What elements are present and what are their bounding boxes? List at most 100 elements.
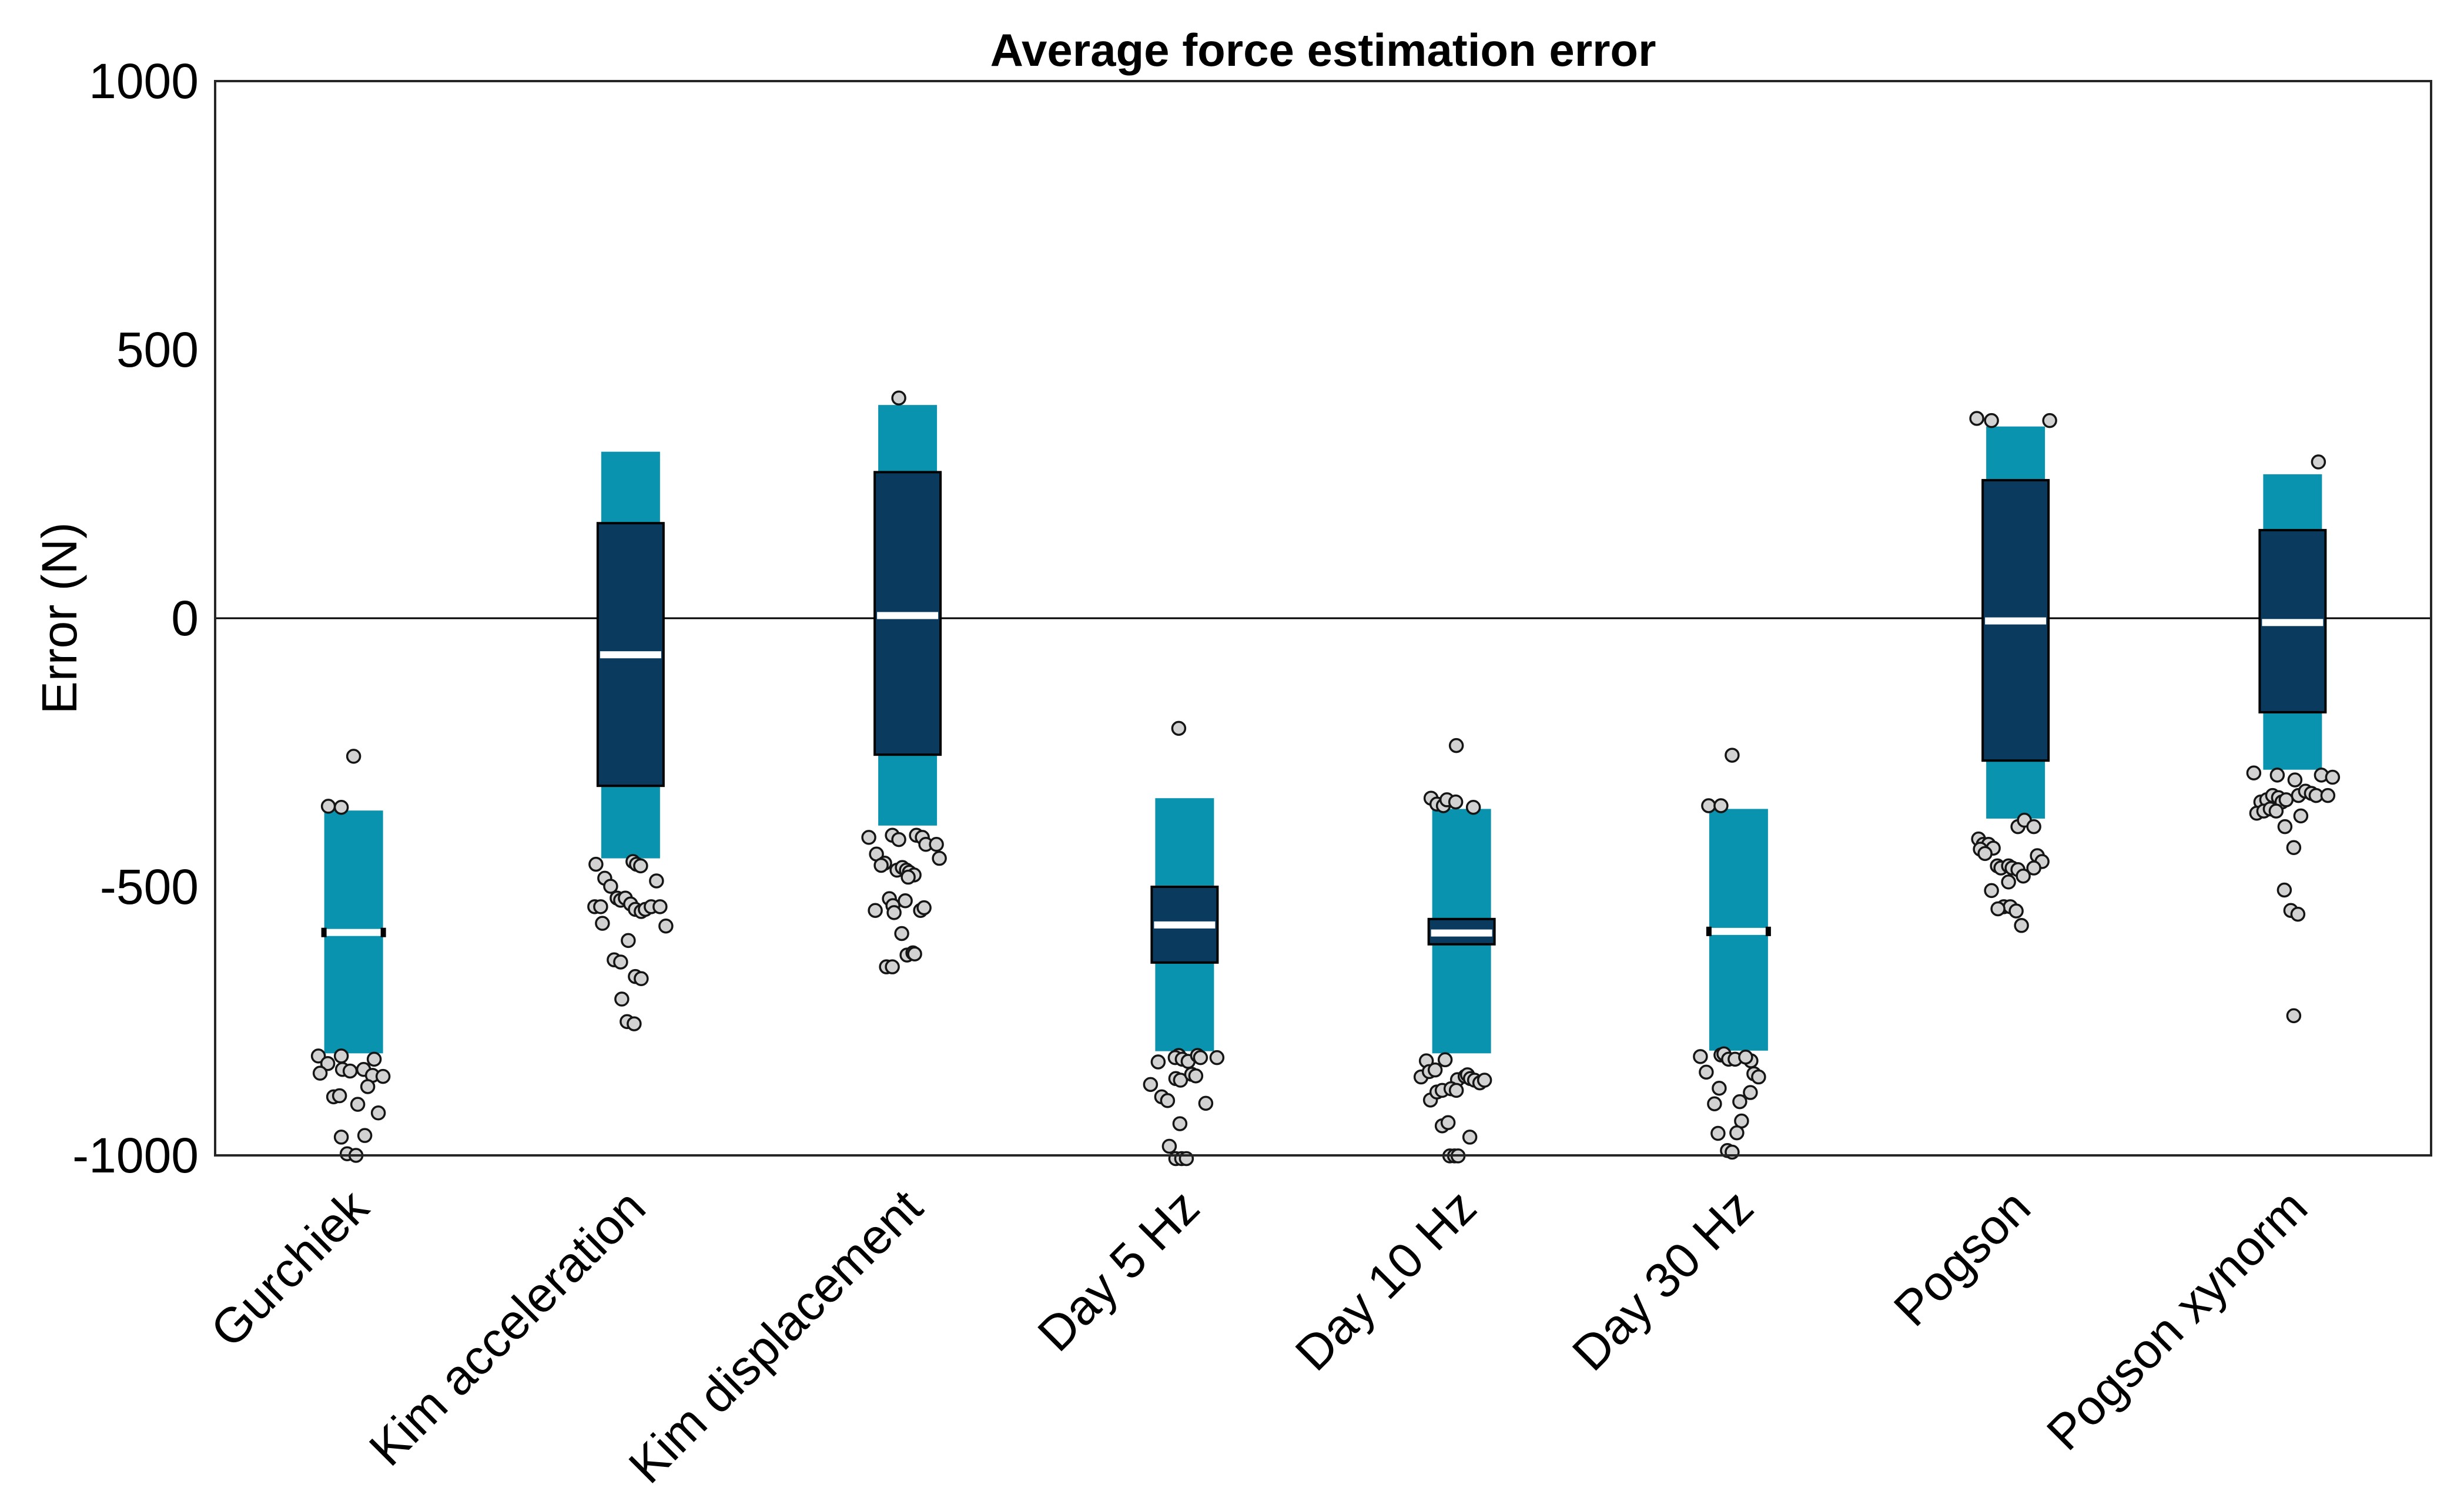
- data-point-day-5-hz: [1193, 1050, 1208, 1065]
- data-point-day-5-hz: [1171, 720, 1187, 736]
- data-point-kim-acceleration: [613, 954, 628, 970]
- data-point-pogson: [1984, 883, 1999, 899]
- data-point-kim-displacement: [894, 926, 909, 941]
- median-line-day-30-hz: [1709, 927, 1768, 935]
- data-point-day-10-hz: [1448, 794, 1464, 810]
- data-point-kim-acceleration: [649, 873, 664, 889]
- data-point-day-30-hz: [1699, 1064, 1714, 1080]
- data-point-pogson-xynorm: [2290, 906, 2306, 922]
- data-point-day-5-hz: [1209, 1050, 1225, 1065]
- data-point-pogson-xynorm: [2286, 1008, 2302, 1024]
- data-point-pogson-xynorm: [2269, 768, 2285, 783]
- data-point-day-30-hz: [1725, 748, 1740, 763]
- median-cap-left-day-30-hz: [1706, 926, 1712, 936]
- data-point-day-5-hz: [1160, 1093, 1176, 1108]
- data-point-pogson: [2008, 903, 2024, 919]
- data-point-gurchiek: [320, 799, 336, 814]
- data-point-gurchiek: [357, 1128, 373, 1143]
- data-point-day-10-hz: [1462, 1130, 1478, 1145]
- data-point-gurchiek: [360, 1079, 376, 1094]
- y-tick-label--500: -500: [100, 859, 199, 914]
- data-point-kim-acceleration: [652, 899, 668, 914]
- data-point-kim-acceleration: [634, 971, 649, 987]
- data-point-gurchiek: [310, 1048, 326, 1064]
- median-cap-right-gurchiek: [380, 927, 386, 937]
- data-point-day-30-hz: [1693, 1049, 1708, 1064]
- data-point-pogson: [1990, 901, 2006, 917]
- data-point-day-5-hz: [1173, 1073, 1189, 1088]
- chart-title: Average force estimation error: [990, 24, 1656, 76]
- data-point-day-5-hz: [1143, 1077, 1159, 1092]
- data-point-kim-displacement: [932, 850, 947, 866]
- data-point-kim-displacement: [885, 959, 900, 974]
- data-point-pogson-xynorm: [2325, 769, 2341, 785]
- y-tick-label--1000: -1000: [72, 1128, 199, 1183]
- data-point-day-30-hz: [1712, 1081, 1727, 1096]
- data-point-pogson-xynorm: [2286, 840, 2302, 856]
- y-tick-label-500: 500: [116, 322, 199, 377]
- y-tick-label-0: 0: [171, 591, 199, 646]
- x-tick-label-pogson-xynorm: Pogson xynorm: [2036, 1179, 2318, 1460]
- data-point-pogson: [2026, 819, 2041, 835]
- x-tick-label-gurchiek: Gurchiek: [200, 1179, 379, 1358]
- data-point-kim-acceleration: [633, 858, 648, 874]
- data-point-day-30-hz: [1751, 1069, 1766, 1085]
- median-line-kim-acceleration: [600, 651, 661, 659]
- data-point-pogson: [2042, 413, 2057, 428]
- data-point-kim-displacement: [861, 830, 876, 845]
- x-tick-label-pogson: Pogson: [1883, 1179, 2041, 1336]
- data-point-day-5-hz: [1198, 1095, 1214, 1111]
- data-point-kim-displacement: [868, 903, 883, 918]
- data-point-pogson-xynorm: [2276, 882, 2292, 898]
- data-point-kim-acceleration: [603, 879, 618, 894]
- data-point-day-5-hz: [1161, 1138, 1177, 1154]
- data-point-day-30-hz: [1701, 798, 1716, 813]
- data-point-kim-displacement: [907, 946, 922, 961]
- data-point-pogson-xynorm: [2311, 454, 2326, 470]
- data-point-day-30-hz: [1707, 1096, 1722, 1112]
- data-point-day-30-hz: [1710, 1125, 1726, 1141]
- x-tick-label-day-5-hz: Day 5 Hz: [1027, 1179, 1210, 1362]
- x-tick-label-day-10-hz: Day 10 Hz: [1285, 1179, 1487, 1381]
- data-point-gurchiek: [332, 1088, 347, 1104]
- median-line-pogson: [1985, 617, 2047, 625]
- data-point-day-30-hz: [1725, 1144, 1740, 1160]
- data-point-gurchiek: [333, 1048, 349, 1064]
- data-point-kim-acceleration: [658, 918, 674, 934]
- data-point-day-10-hz: [1477, 1073, 1492, 1088]
- data-point-kim-displacement: [900, 869, 916, 885]
- data-point-pogson: [2016, 868, 2031, 884]
- data-point-pogson: [1977, 846, 1993, 862]
- data-point-kim-acceleration: [627, 1016, 642, 1031]
- median-line-day-10-hz: [1431, 929, 1492, 937]
- data-point-day-30-hz: [1713, 798, 1729, 813]
- data-point-day-5-hz: [1172, 1116, 1188, 1131]
- data-point-kim-displacement: [891, 390, 906, 406]
- data-point-kim-displacement: [891, 832, 906, 847]
- data-point-kim-acceleration: [621, 933, 636, 949]
- data-point-gurchiek: [350, 1097, 366, 1112]
- data-point-gurchiek: [320, 1055, 336, 1071]
- data-point-gurchiek: [375, 1068, 391, 1084]
- data-point-gurchiek: [342, 1063, 358, 1079]
- data-point-gurchiek: [346, 749, 361, 764]
- data-point-pogson: [1969, 411, 1984, 426]
- x-tick-label-kim-displacement: Kim displacement: [618, 1179, 933, 1493]
- data-point-day-5-hz: [1150, 1054, 1166, 1070]
- median-line-gurchiek: [324, 929, 383, 936]
- median-line-pogson-xynorm: [2262, 619, 2324, 626]
- y-tick-label-1000: 1000: [89, 53, 199, 109]
- median-line-kim-displacement: [877, 612, 939, 619]
- data-point-kim-displacement: [916, 900, 932, 916]
- data-point-kim-displacement: [929, 837, 944, 852]
- data-point-kim-acceleration: [593, 899, 608, 914]
- data-point-kim-acceleration: [588, 856, 604, 872]
- data-point-gurchiek: [333, 799, 349, 815]
- data-point-pogson-xynorm: [2320, 787, 2336, 803]
- data-point-day-10-hz: [1465, 799, 1481, 815]
- data-point-pogson-xynorm: [2268, 803, 2284, 819]
- data-point-pogson: [1984, 413, 1999, 428]
- data-point-day-5-hz: [1188, 1068, 1204, 1084]
